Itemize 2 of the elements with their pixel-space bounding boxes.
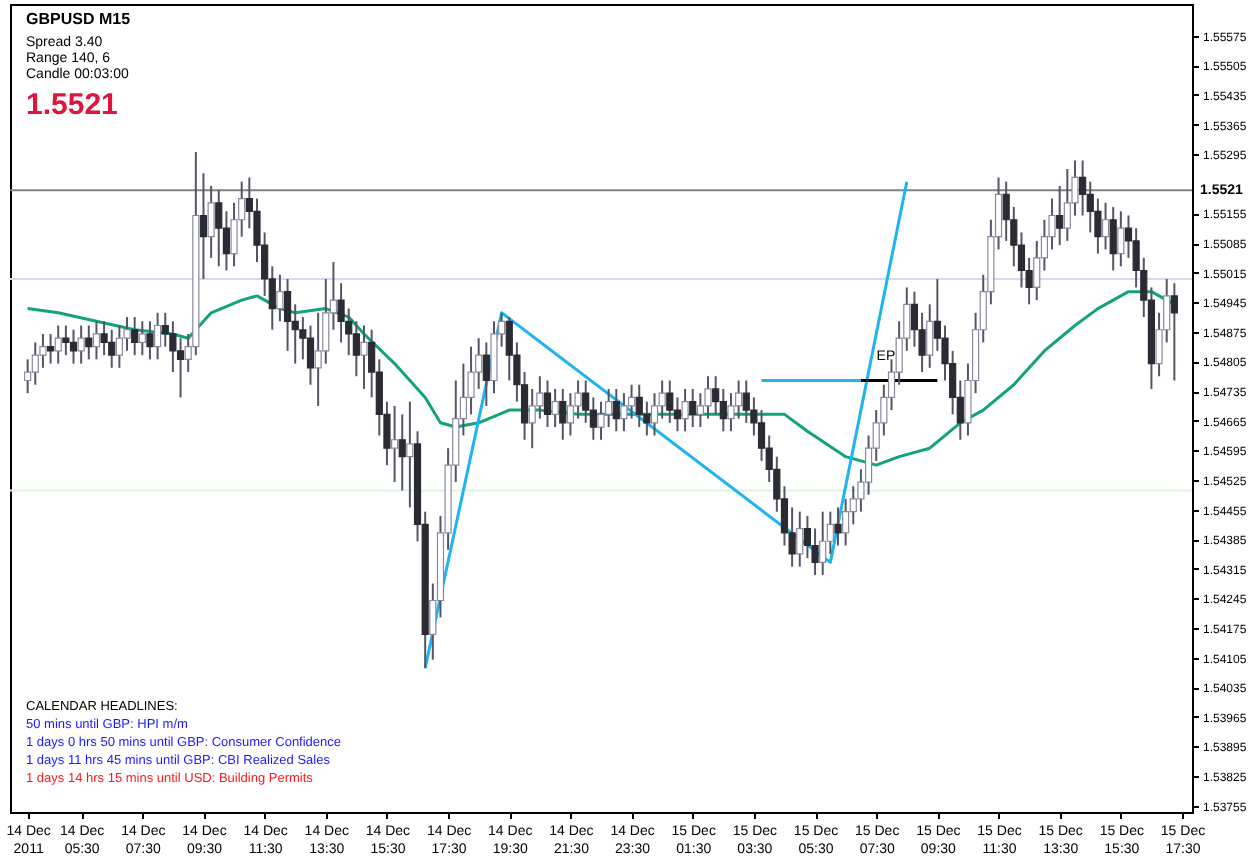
chart-title: GBPUSD M15 <box>26 10 132 28</box>
annotation: 1.5521 <box>26 88 118 122</box>
